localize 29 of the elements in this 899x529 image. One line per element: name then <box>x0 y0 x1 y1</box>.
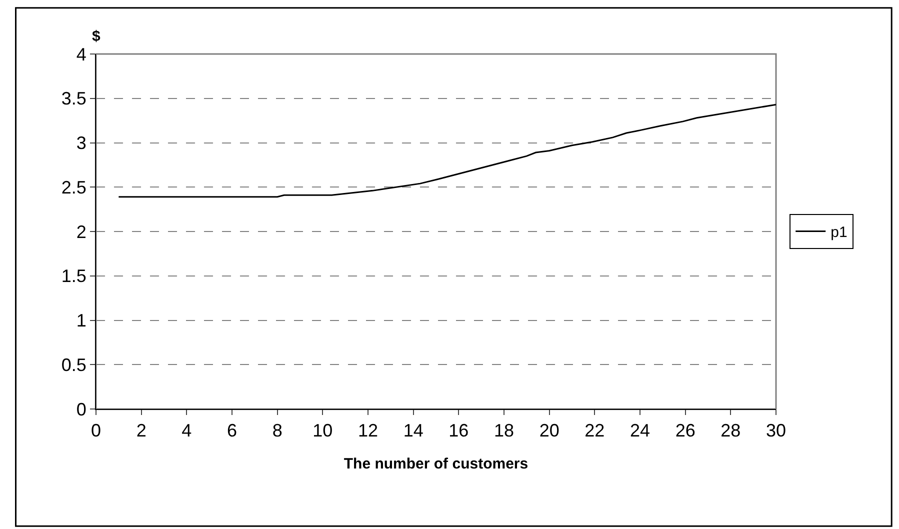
y-tick-label: 1.5 <box>61 266 86 286</box>
y-tick-label: 3 <box>76 133 86 154</box>
line-series <box>118 104 776 198</box>
x-tick-label: 10 <box>312 420 333 441</box>
x-tick-label: 0 <box>90 420 102 441</box>
x-tick-label: 14 <box>403 420 424 441</box>
y-tick-label: 2.5 <box>61 177 86 198</box>
x-tick-label: 20 <box>539 420 560 441</box>
x-tick-label: 30 <box>766 420 786 441</box>
x-axis-title: The number of customers <box>344 456 528 473</box>
x-tick-label: 26 <box>675 420 696 441</box>
y-axis-title: $ <box>92 28 101 45</box>
y-tick-label: 1 <box>76 310 86 331</box>
x-tick-label: 18 <box>494 420 514 441</box>
x-tick-label: 22 <box>584 420 605 441</box>
x-tick-label: 2 <box>136 420 146 441</box>
legend-label: p1 <box>830 224 848 242</box>
y-tick-label: 3.5 <box>61 88 86 109</box>
y-tick-label: 0.5 <box>61 354 86 375</box>
y-tick-label: 2 <box>76 222 86 242</box>
x-tick-label: 16 <box>448 420 469 441</box>
x-tick-label: 12 <box>358 420 378 441</box>
x-tick-label: 4 <box>182 420 192 441</box>
x-tick-label: 24 <box>630 420 650 441</box>
y-tick-label: 0 <box>76 399 86 420</box>
x-tick-label: 6 <box>226 420 238 441</box>
x-tick-label: 8 <box>272 420 282 441</box>
x-tick-label: 28 <box>720 420 741 441</box>
y-tick-label: 4 <box>76 44 86 64</box>
